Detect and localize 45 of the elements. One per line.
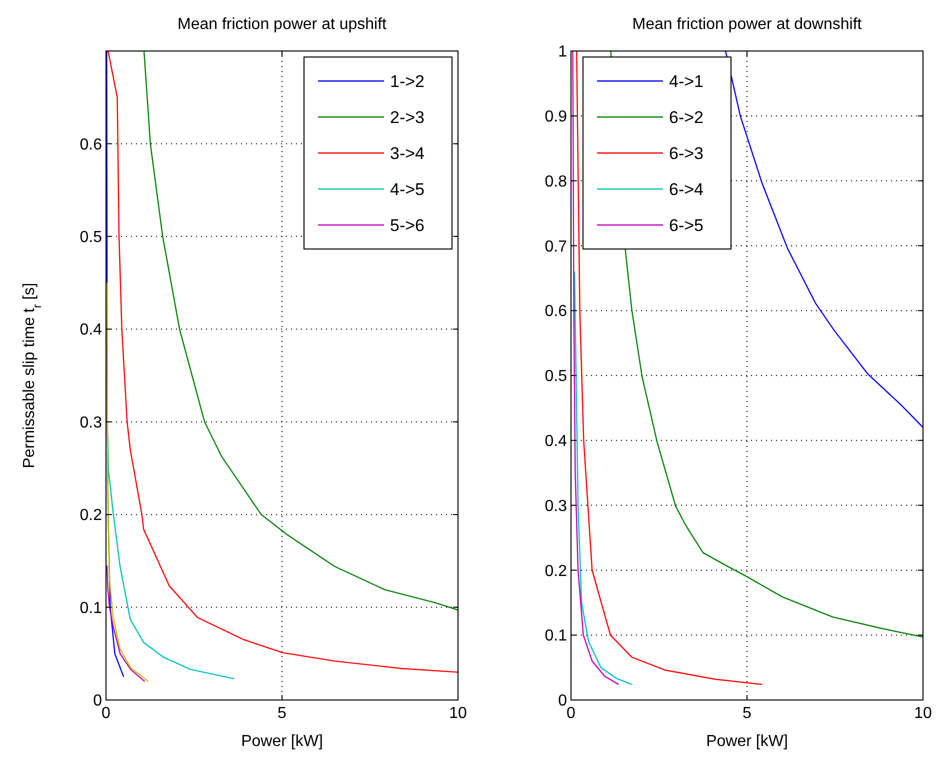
x-tick-label: 10: [449, 705, 467, 722]
line-series: [106, 564, 146, 682]
legend-label: 2->3: [390, 108, 424, 127]
y-tick-label: 0.2: [544, 562, 568, 580]
y-tick-label: 0.6: [80, 136, 102, 154]
y-tick-label: 0.6: [544, 303, 568, 320]
y-tick-label: 0.9: [544, 108, 568, 126]
y-tick-label: 0.1: [80, 600, 102, 617]
line-series: [572, 51, 620, 686]
legend-label: 6->4: [669, 180, 704, 199]
chart-title: Mean friction power at downshift: [632, 16, 862, 33]
y-tick-label: 0.5: [544, 368, 568, 386]
x-axis-title: Power [kW]: [706, 733, 788, 750]
y-tick-label: 0: [93, 692, 102, 710]
y-tick-label: 0.3: [544, 498, 568, 515]
y-tick-label: 0: [558, 692, 568, 710]
x-tick-label: 5: [278, 705, 287, 722]
x-tick-label: 10: [914, 705, 932, 722]
y-tick-label: 0.7: [544, 238, 568, 256]
y-tick-label: 0.8: [544, 173, 568, 190]
line-series: [574, 271, 632, 686]
y-tick-label: 0.1: [544, 628, 568, 645]
line-series: [106, 282, 149, 682]
legend-label: 1->2: [390, 72, 424, 91]
y-tick-label: 0.3: [80, 414, 102, 432]
y-tick-label: 0.4: [80, 322, 102, 339]
y-tick-label: 1: [558, 44, 568, 61]
x-tick-label: 5: [742, 705, 752, 722]
line-series: [107, 435, 235, 680]
line-series: [108, 51, 458, 673]
line-series: [143, 51, 458, 611]
x-axis-title: Power [kW]: [241, 733, 323, 750]
legend-label: 3->4: [390, 144, 424, 163]
line-series: [724, 51, 923, 428]
y-tick-label: 0.5: [80, 229, 102, 246]
legend-label: 5->6: [390, 216, 424, 235]
y-tick-label: 0.2: [80, 507, 102, 524]
line-series: [576, 51, 763, 686]
legend-label: 6->5: [669, 216, 704, 235]
legend-label: 6->3: [669, 144, 704, 163]
chart-title: Mean friction power at upshift: [178, 16, 388, 33]
y-tick-label: 0.4: [544, 433, 568, 450]
legend-label: 6->2: [669, 108, 704, 127]
legend-label: 4->1: [669, 72, 704, 91]
legend-label: 4->5: [390, 180, 424, 199]
